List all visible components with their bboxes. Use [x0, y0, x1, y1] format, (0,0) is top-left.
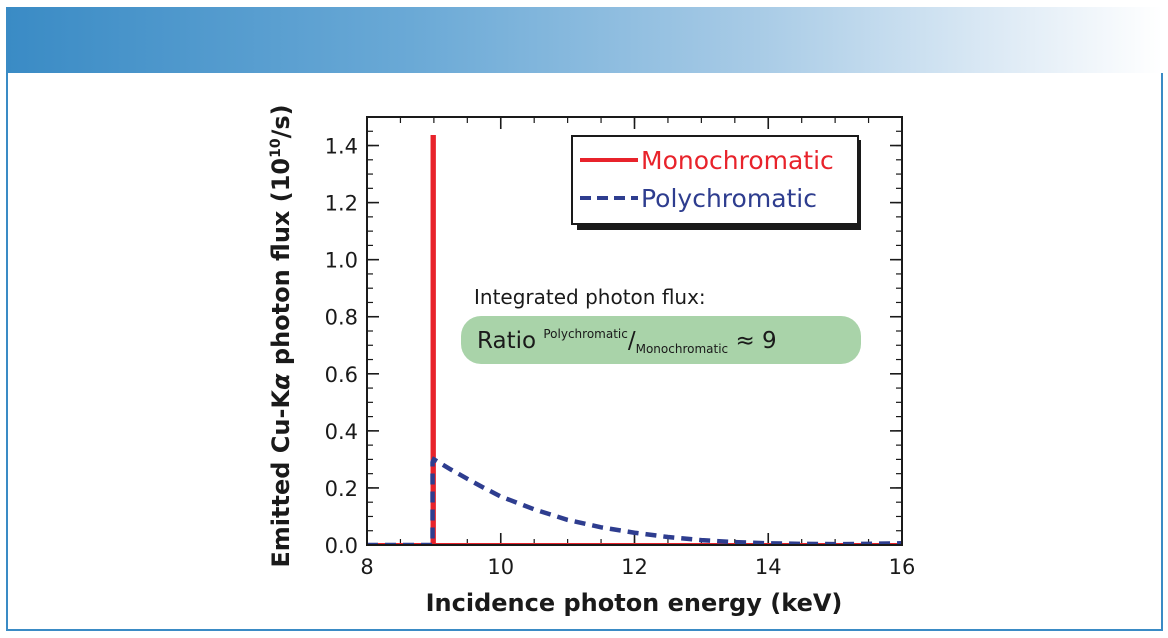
x-tick-label: 10	[487, 555, 514, 579]
ratio-numerator: Polychromatic	[543, 327, 627, 341]
plot-frame	[366, 116, 903, 546]
x-tick-label: 14	[755, 555, 782, 579]
y-axis-title-prefix: Emitted Cu-K	[267, 389, 295, 568]
y-axis-title-exponent: 10	[268, 138, 284, 158]
ratio-denominator: Monochromatic	[636, 342, 729, 356]
series-layer	[367, 134, 902, 545]
x-tick-labels: 8 10 12 14 16	[360, 555, 915, 579]
y-axis-title-suffix: /s)	[267, 104, 295, 138]
header-banner	[6, 7, 1162, 73]
y-tick-label: 0.8	[325, 306, 358, 330]
y-tick-label: 1.4	[325, 135, 358, 159]
y-axis-title-mid: photon flux (10	[267, 158, 295, 374]
y-tick-label: 0.0	[325, 534, 358, 558]
ratio-value: ≈ 9	[728, 328, 777, 354]
x-tick-label: 8	[360, 555, 373, 579]
ratio-slash: /	[628, 328, 636, 354]
legend-label-monochromatic: Monochromatic	[641, 146, 834, 175]
ratio-word: Ratio	[477, 328, 543, 354]
y-axis-title: Emitted Cu-Kα photon flux (1010/s)	[267, 104, 295, 567]
x-tick-label: 12	[621, 555, 648, 579]
x-tick-label: 16	[889, 555, 916, 579]
x-axis-title: Incidence photon energy (keV)	[426, 589, 843, 617]
y-tick-label: 0.2	[325, 477, 358, 501]
note-heading: Integrated photon flux:	[474, 285, 706, 309]
series-line-polychromatic	[367, 456, 902, 545]
y-tick-label: 1.2	[325, 192, 358, 216]
series-line-monochromatic	[367, 134, 902, 545]
legend: Monochromatic Polychromatic	[571, 135, 861, 230]
ratio-text: Ratio Polychromatic/Monochromatic ≈ 9	[477, 327, 777, 356]
legend-label-polychromatic: Polychromatic	[641, 184, 817, 213]
ratio-box	[461, 316, 861, 364]
y-tick-labels: 0.0 0.2 0.4 0.6 0.8 1.0 1.2 1.4	[325, 135, 358, 558]
y-tick-label: 1.0	[325, 249, 358, 273]
y-tick-label: 0.4	[325, 420, 358, 444]
legend-box	[571, 135, 859, 225]
y-tick-label: 0.6	[325, 363, 358, 387]
y-axis-title-alpha: α	[267, 373, 295, 390]
